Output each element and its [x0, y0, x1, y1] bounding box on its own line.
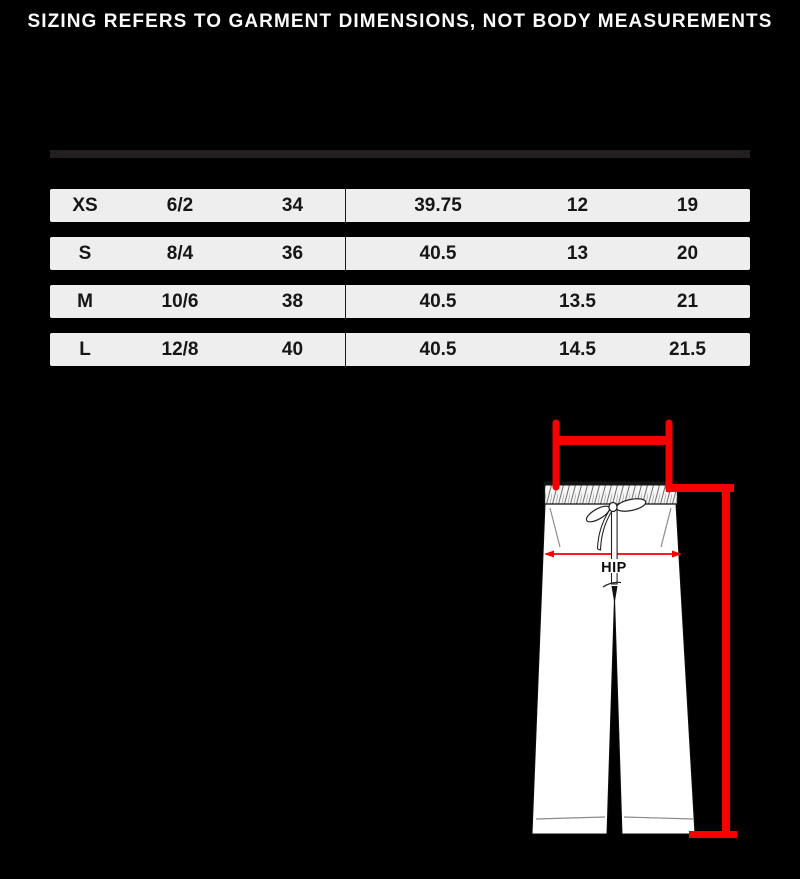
table-cell-size: L [79, 338, 91, 360]
table-cell: 19 [676, 194, 699, 216]
table-cell: 14.5 [559, 338, 596, 360]
hip-arrow-right [672, 550, 682, 558]
table-cell-size: XS [72, 194, 98, 216]
table-cell: 38 [281, 290, 304, 312]
table-cell: 21.5 [669, 338, 706, 360]
header-divider-bar [50, 150, 750, 158]
table-cell: 13.5 [559, 290, 596, 312]
table-cell: 39.75 [345, 189, 530, 222]
table-cell: 40.5 [345, 237, 530, 270]
table-cell: 21 [676, 290, 699, 312]
table-row: L 12/8 40 40.5 14.5 21.5 [50, 333, 750, 366]
cord-aglet-tip [611, 586, 618, 604]
left-pocket-seam [549, 507, 561, 548]
table-cell: 10/6 [161, 290, 199, 312]
hip-label-backing [600, 559, 629, 573]
bow-knot [608, 501, 618, 513]
table-cell: 40.5 [345, 285, 530, 318]
table-cell: 34 [281, 194, 304, 216]
table-cell: 13 [566, 242, 589, 264]
right-pocket-seam [660, 507, 672, 548]
table-cell-size: M [77, 290, 93, 312]
table-cell: 36 [281, 242, 304, 264]
pants-outline [531, 503, 696, 835]
hip-label: HIP [601, 560, 627, 576]
cord-tie-tick [602, 581, 622, 588]
table-row: S 8/4 36 40.5 13 20 [50, 237, 750, 270]
left-hem-stitch [535, 816, 606, 820]
table-cell: 12 [566, 194, 589, 216]
table-row: M 10/6 38 40.5 13.5 21 [50, 285, 750, 318]
table-cell: 8/4 [166, 242, 194, 264]
page-title: SIZING REFERS TO GARMENT DIMENSIONS, NOT… [27, 11, 773, 32]
pants-measurement-diagram: HIP [531, 419, 737, 838]
table-cell: 40 [281, 338, 304, 360]
right-hem-stitch [623, 816, 694, 820]
drawstring-left-cord-edge [597, 510, 613, 551]
table-cell: 12/8 [161, 338, 199, 360]
table-cell-size: S [78, 242, 92, 264]
table-row: XS 6/2 34 39.75 12 19 [50, 189, 750, 222]
table-cell: 6/2 [166, 194, 194, 216]
hip-arrow-left [544, 550, 554, 558]
table-cell: 40.5 [345, 333, 530, 366]
table-cell: 20 [676, 242, 699, 264]
